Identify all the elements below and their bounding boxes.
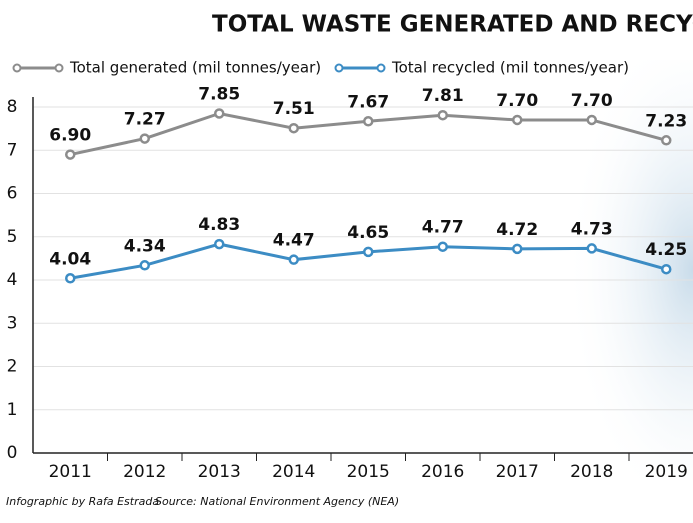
data-point	[661, 263, 672, 275]
x-tick-label: 2014	[272, 462, 315, 482]
data-label: 7.23	[645, 111, 687, 131]
x-tick-label: 2018	[570, 462, 613, 482]
y-tick-label: 4	[7, 270, 18, 290]
data-point	[437, 109, 448, 121]
data-label: 4.65	[347, 223, 389, 243]
data-label: 4.73	[571, 219, 613, 239]
data-label: 4.04	[49, 249, 91, 269]
data-point	[363, 246, 374, 258]
y-tick-label: 0	[7, 443, 18, 463]
data-point	[65, 273, 76, 284]
y-tick-label: 3	[7, 313, 18, 333]
legend-label: Total recycled (mil tonnes/year)	[391, 59, 629, 77]
y-tick-label: 5	[7, 227, 18, 247]
data-label: 7.85	[198, 84, 240, 104]
data-label: 6.90	[49, 126, 91, 146]
x-tick-label: 2015	[347, 462, 390, 482]
x-tick-label: 2016	[421, 462, 464, 482]
data-point	[214, 108, 225, 119]
data-point	[288, 122, 299, 134]
data-label: 4.83	[198, 215, 240, 235]
data-point	[586, 243, 597, 254]
data-label: 4.34	[124, 236, 166, 256]
data-point	[214, 238, 225, 250]
data-label: 7.51	[273, 99, 315, 119]
x-tick-label: 2011	[49, 462, 92, 482]
x-tick-label: 2012	[123, 462, 166, 482]
data-label: 4.47	[273, 231, 315, 251]
legend-marker	[54, 63, 64, 73]
data-label: 4.25	[645, 240, 687, 260]
data-point	[139, 133, 150, 144]
data-point	[586, 114, 597, 126]
legend-marker	[376, 63, 386, 73]
data-label: 4.72	[496, 220, 538, 240]
data-point	[661, 135, 672, 146]
x-tick-label: 2013	[198, 462, 241, 482]
legend-marker	[334, 63, 344, 73]
data-label: 7.27	[124, 110, 166, 130]
y-tick-label: 1	[7, 400, 18, 420]
x-tick-label: 2017	[496, 462, 539, 482]
y-tick-label: 7	[7, 140, 18, 160]
data-label: 7.81	[422, 86, 464, 106]
y-tick-label: 8	[7, 97, 18, 117]
data-point	[65, 149, 76, 160]
credit: Infographic by Rafa Estrada	[6, 495, 159, 508]
y-tick-label: 2	[7, 357, 18, 377]
legend-marker	[12, 63, 22, 73]
data-label: 7.67	[347, 92, 389, 112]
source: Source: National Environment Agency (NEA…	[155, 495, 399, 508]
x-tick-label: 2019	[645, 462, 688, 482]
chart-title: TOTAL WASTE GENERATED AND RECYCLED	[212, 12, 693, 38]
data-point	[363, 116, 374, 127]
data-point	[288, 254, 299, 265]
data-point	[512, 114, 523, 126]
data-label: 4.77	[422, 218, 464, 238]
data-point	[437, 241, 448, 252]
data-label: 7.70	[571, 91, 613, 111]
data-label: 7.70	[496, 91, 538, 111]
data-point	[512, 243, 523, 255]
y-tick-label: 6	[7, 184, 18, 204]
data-point	[139, 260, 150, 271]
legend-label: Total generated (mil tonnes/year)	[69, 59, 321, 77]
